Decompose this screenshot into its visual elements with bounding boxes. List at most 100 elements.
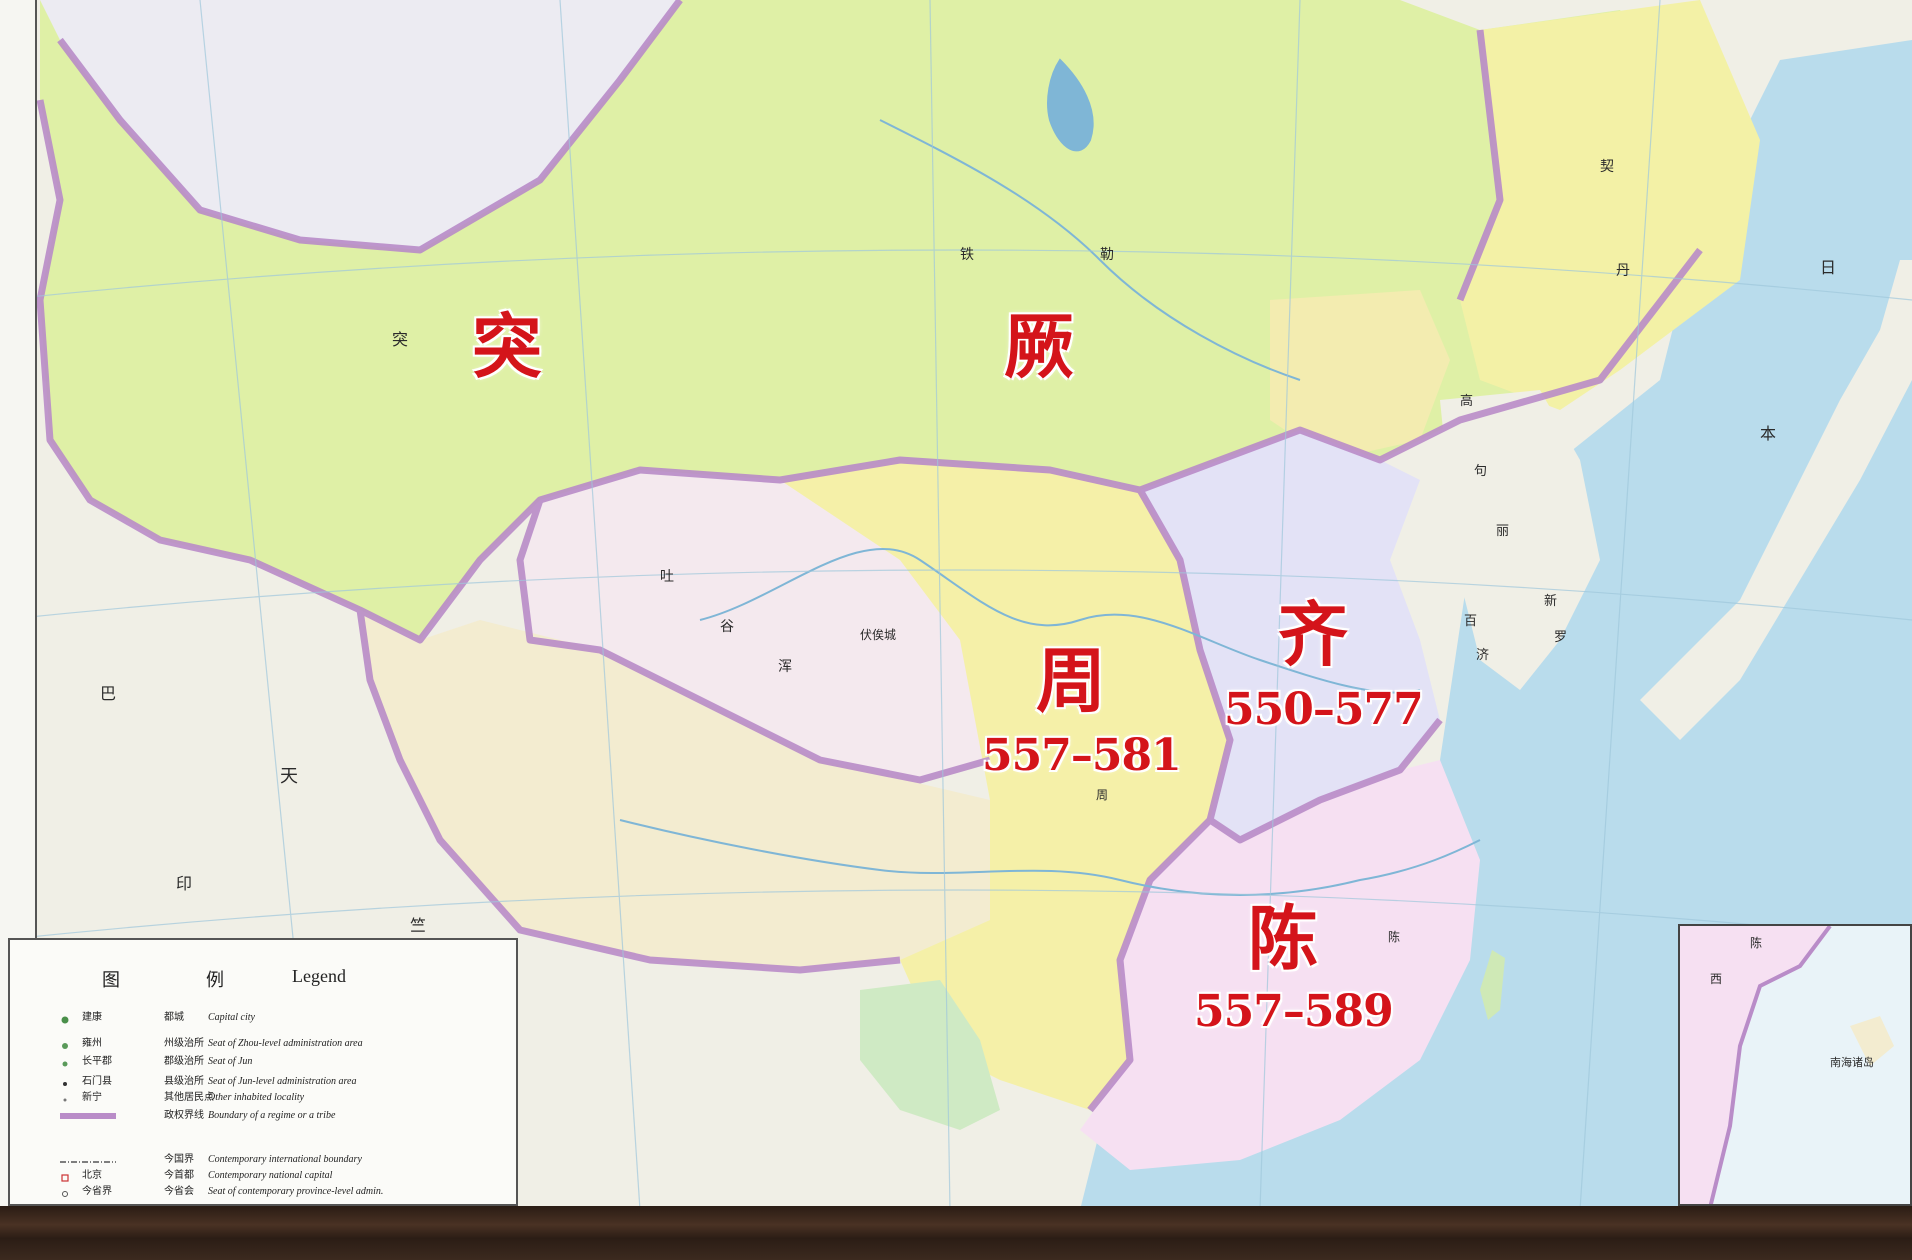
- legend-row-en: Boundary of a regime or a tribe: [208, 1110, 336, 1121]
- place-label: 天: [280, 766, 298, 787]
- region-years-zhou: 557–581: [982, 730, 1182, 781]
- taiwan-island: [1480, 950, 1505, 1020]
- legend-row: 今省界 今省会 Seat of contemporary province-le…: [60, 1184, 500, 1200]
- legend-row-en: Contemporary international boundary: [208, 1154, 362, 1165]
- legend-row-zh2: 其他居民点: [164, 1092, 214, 1103]
- inset-label: 西: [1710, 972, 1723, 986]
- region-northeast: [1460, 0, 1760, 410]
- place-label: 巴: [100, 684, 117, 703]
- legend-row-zh2: 郡级治所: [164, 1056, 204, 1067]
- legend-row-en: Seat of Jun-level administration area: [208, 1076, 357, 1087]
- legend-row-en: Seat of contemporary province-level admi…: [208, 1186, 384, 1197]
- region-label-zhou: 周: [1036, 639, 1106, 722]
- parallel: [0, 889, 1912, 941]
- border-zhou-qi: [1136, 488, 1234, 821]
- place-label: 竺: [410, 916, 427, 935]
- legend-row-en: Contemporary national capital: [208, 1170, 333, 1181]
- legend-row: 北京 今首都 Contemporary national capital: [60, 1168, 500, 1184]
- legend-row-zh: 长平郡: [82, 1056, 112, 1067]
- legend-row: 长平郡 郡级治所 Seat of Jun: [60, 1054, 500, 1070]
- legend-row-en: Seat of Zhou-level administration area: [208, 1038, 363, 1049]
- place-label: 周: [1096, 788, 1109, 802]
- river-yellow: [699, 548, 1421, 694]
- place-label: 伏俟城: [860, 628, 897, 642]
- legend-row-zh: 石门县: [82, 1076, 112, 1087]
- inset-label: 陈: [1750, 936, 1763, 950]
- regime-boundary-icon: [60, 1111, 116, 1121]
- inset-land: [1680, 926, 1830, 1204]
- map-legend: 图 例 Legend 建康 都城 Capital city 雍州 州级治所 Se…: [8, 938, 518, 1206]
- region-years-qi: 550–577: [1224, 684, 1424, 735]
- region-southwest: [860, 980, 1000, 1130]
- lake-baikal: [1047, 58, 1094, 152]
- regime-borders: [36, 0, 1703, 1113]
- legend-row-zh: 雍州: [82, 1038, 102, 1049]
- japan-islands: [1640, 260, 1912, 740]
- provincial-seat-icon: [60, 1188, 78, 1197]
- border-tuyuhun: [516, 498, 991, 784]
- legend-row-zh: 今省界: [82, 1186, 112, 1197]
- legend-row: 新宁 其他居民点 Other inhabited locality: [60, 1090, 500, 1106]
- legend-row-en: Seat of Jun: [208, 1056, 253, 1067]
- region-north-band: [40, 0, 680, 250]
- legend-row-zh: 新宁: [82, 1092, 102, 1103]
- rivers: [619, 58, 1481, 896]
- legend-row: 雍州 州级治所 Seat of Zhou-level administratio…: [60, 1036, 500, 1052]
- place-label: 丽: [1496, 524, 1510, 539]
- place-label: 谷: [720, 619, 734, 635]
- locality-icon: [60, 1094, 78, 1102]
- place-label: 本: [1760, 424, 1777, 443]
- place-label: 陈: [1388, 930, 1401, 944]
- legend-title-en: Legend: [292, 966, 346, 986]
- legend-title-zh-1: 图: [102, 970, 120, 990]
- river-north: [879, 119, 1301, 381]
- region-chen: [1080, 760, 1480, 1170]
- inset-island: [1850, 1016, 1894, 1066]
- korea-peninsula: [1440, 390, 1600, 690]
- meridian: [1579, 0, 1661, 1211]
- border-northeast: [1456, 29, 1504, 302]
- place-label: 印: [176, 874, 193, 893]
- wooden-table-edge: [0, 1206, 1912, 1260]
- legend-row-en: Other inhabited locality: [208, 1092, 305, 1103]
- region-label-tujue-2: 厥: [1004, 305, 1074, 388]
- region-tuyuhun: [520, 470, 990, 780]
- meridian: [1259, 0, 1301, 1211]
- place-label: 济: [1476, 648, 1490, 663]
- river-yangtze: [619, 819, 1481, 896]
- legend-row: 今国界 Contemporary international boundary: [60, 1152, 500, 1168]
- place-label: 百: [1464, 614, 1478, 629]
- parallel: [0, 249, 1912, 301]
- place-label: 高: [1460, 394, 1474, 409]
- legend-row-en: Capital city: [208, 1012, 255, 1023]
- legend-row-zh2: 今省会: [164, 1186, 194, 1197]
- inset-border: [1708, 926, 1832, 1204]
- place-label: 铁: [960, 247, 974, 263]
- region-khitan-small: [1270, 290, 1450, 460]
- place-label: 吐: [660, 569, 674, 585]
- national-capital-icon: [60, 1172, 78, 1182]
- legend-row-zh2: 政权界线: [164, 1110, 204, 1121]
- place-label: 日: [1820, 258, 1837, 277]
- legend-row-zh2: 今首都: [164, 1170, 194, 1181]
- place-label: 句: [1474, 464, 1488, 479]
- capital-symbol-icon: [60, 1014, 78, 1024]
- zhou-seat-icon: [60, 1040, 78, 1049]
- legend-row-zh2: 县级治所: [164, 1076, 204, 1087]
- region-zhou: [780, 460, 1230, 1110]
- legend-row-zh: 北京: [82, 1170, 102, 1181]
- inset-canvas: [1680, 926, 1894, 1204]
- place-label: 浑: [778, 659, 792, 675]
- county-seat-icon: [60, 1078, 78, 1086]
- region-years-chen: 557–589: [1194, 986, 1394, 1037]
- border-zhou-chen: [1087, 817, 1213, 1113]
- legend-row-zh2: 今国界: [164, 1154, 194, 1165]
- jun-seat-icon: [60, 1058, 78, 1067]
- meridian: [559, 0, 641, 1211]
- border-north-band: [57, 0, 683, 254]
- meridian: [929, 0, 951, 1211]
- legend-row: 石门县 县级治所 Seat of Jun-level administratio…: [60, 1074, 500, 1090]
- region-label-tujue-1: 突: [472, 305, 542, 388]
- legend-row-zh: 建康: [82, 1012, 102, 1023]
